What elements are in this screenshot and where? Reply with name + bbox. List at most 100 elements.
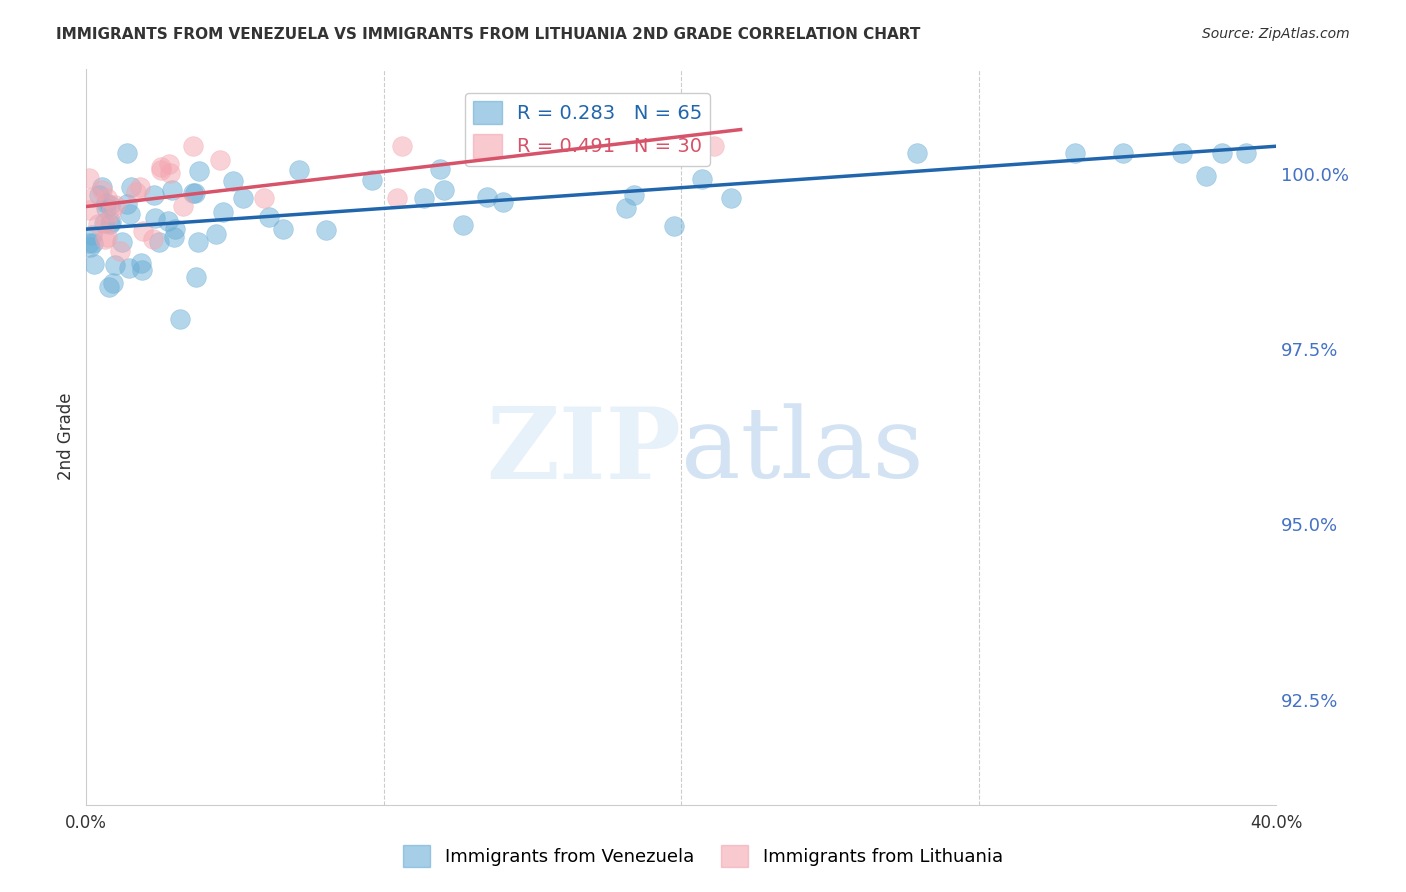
Point [131,263,153,277]
Point [1195,169,1218,183]
Point [77,235,100,250]
Point [87,187,110,202]
Point [253,191,276,205]
Point [90,182,112,196]
Point [1211,145,1233,160]
Point [169,311,191,326]
Point [125,185,148,199]
Point [181,138,204,153]
Point [315,223,337,237]
Point [1234,145,1257,160]
Point [96,230,118,244]
Point [623,188,645,202]
Point [79,203,101,218]
Point [100,215,122,229]
Point [132,224,155,238]
Point [451,219,474,233]
Point [104,258,127,272]
Point [204,227,226,242]
Point [212,204,235,219]
Point [703,138,725,153]
Point [93,216,115,230]
Point [157,157,180,171]
Text: atlas: atlas [681,403,924,500]
Point [100,217,122,231]
Point [172,199,194,213]
Point [101,277,124,291]
Y-axis label: 2nd Grade: 2nd Grade [58,392,75,481]
Legend: R = 0.283   N = 65, R = 0.491   N = 30: R = 0.283 N = 65, R = 0.491 N = 30 [465,93,710,166]
Point [129,255,152,269]
Point [98,197,121,211]
Point [117,145,139,160]
Point [209,153,232,167]
Point [94,232,117,246]
Point [80,228,103,243]
Point [82,190,104,204]
Point [110,244,132,258]
Point [547,145,569,160]
Point [96,191,118,205]
Point [222,174,245,188]
Point [83,256,105,270]
Point [162,229,184,244]
Point [477,190,499,204]
Point [96,201,118,215]
Point [187,235,209,250]
Point [159,166,181,180]
Point [115,197,138,211]
Point [662,219,685,234]
Point [429,161,451,176]
Point [90,179,112,194]
Point [128,179,150,194]
Text: IMMIGRANTS FROM VENEZUELA VS IMMIGRANTS FROM LITHUANIA 2ND GRADE CORRELATION CHA: IMMIGRANTS FROM VENEZUELA VS IMMIGRANTS … [56,27,921,42]
Point [259,211,281,225]
Point [82,236,104,251]
Point [271,221,294,235]
Point [288,163,311,178]
Point [142,187,165,202]
Point [391,138,413,153]
Point [184,269,207,284]
Point [433,183,456,197]
Point [184,186,207,200]
Point [111,235,134,249]
Point [614,201,637,215]
Point [156,214,179,228]
Point [1112,145,1135,160]
Point [149,161,172,175]
Point [143,211,166,225]
Point [1171,145,1194,160]
Point [96,196,118,211]
Point [79,240,101,254]
Point [413,191,436,205]
Point [582,148,605,162]
Text: Source: ZipAtlas.com: Source: ZipAtlas.com [1202,27,1350,41]
Point [96,214,118,228]
Point [690,172,713,186]
Point [232,191,254,205]
Point [187,164,209,178]
Point [100,204,122,219]
Point [148,235,170,250]
Point [77,171,100,186]
Point [160,183,183,197]
Point [163,222,186,236]
Point [492,195,515,210]
Point [87,217,110,231]
Point [104,198,127,212]
Point [1064,145,1087,160]
Point [97,279,120,293]
Point [142,232,165,246]
Point [905,145,928,160]
Point [474,138,496,153]
Point [181,186,204,200]
Point [600,138,623,153]
Point [118,207,141,221]
Point [149,163,172,178]
Text: ZIP: ZIP [486,403,681,500]
Point [120,180,142,194]
Point [720,191,742,205]
Point [360,172,382,186]
Point [385,190,408,204]
